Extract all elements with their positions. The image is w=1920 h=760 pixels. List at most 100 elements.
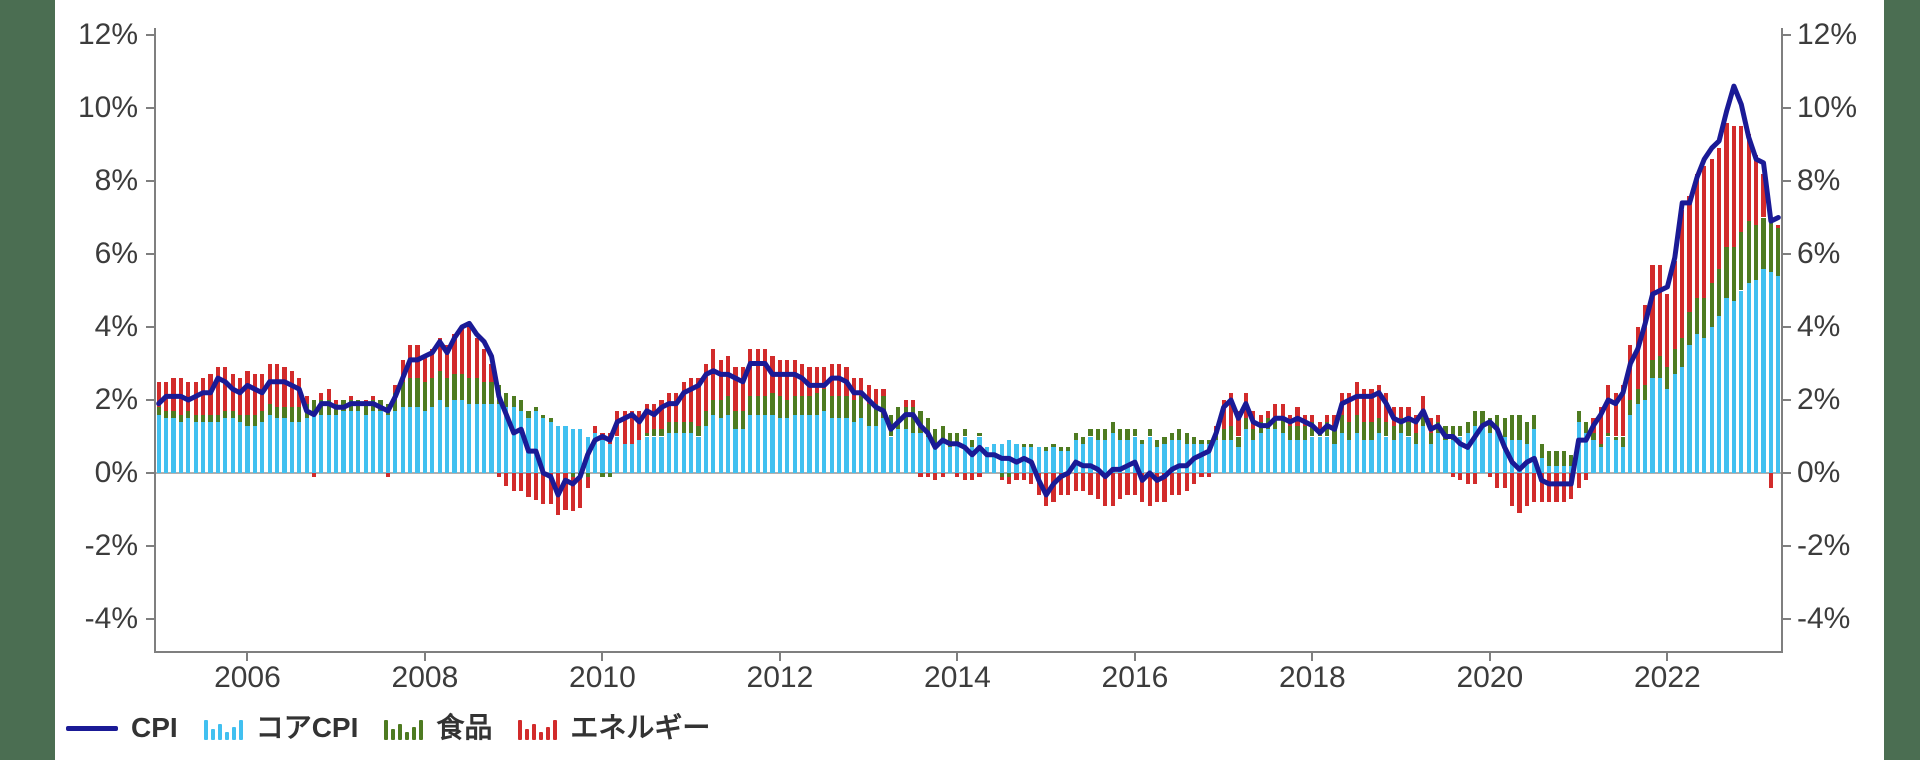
bar-core-cpi [504,407,509,473]
bar-core-cpi [1103,440,1108,473]
bar-energy [1606,385,1611,433]
bar-energy [1724,122,1729,247]
bar-core-cpi [1672,374,1677,473]
bar-core-cpi [1665,389,1670,473]
bar-core-cpi [1591,440,1596,473]
y-axis-label-left: 2% [94,383,138,416]
bar-food [1029,443,1034,448]
bar-food [711,400,716,415]
bar-food [1450,425,1455,441]
bar-energy [1598,407,1603,444]
bar-core-cpi [962,436,967,473]
bar-food [252,414,257,426]
bar-energy [733,367,738,411]
bar-food [1561,451,1566,466]
bar-energy [1502,473,1507,488]
bar-food [1709,283,1714,327]
bar-food [311,400,317,415]
bar-core-cpi [984,447,990,473]
bar-energy [1635,327,1640,390]
bar-core-cpi [319,414,324,473]
bar-core-cpi [415,407,420,473]
bar-energy [385,473,391,477]
bar-core-cpi [1391,440,1396,473]
bar-energy [1680,210,1685,338]
bar-energy [504,473,509,486]
bar-food [1154,440,1160,448]
bar-food [903,407,908,430]
bar-energy [1280,403,1285,419]
bar-core-cpi [496,403,501,473]
bar-food [1569,454,1574,466]
bar-food [844,396,849,419]
bar-energy [1436,414,1441,422]
bar-food [1162,436,1167,444]
x-tick [956,652,959,661]
bar-energy [1110,473,1115,506]
y-tick-right [1782,472,1791,474]
bar-core-cpi [489,403,494,473]
bar-core-cpi [1546,465,1552,473]
bar-food [1591,432,1596,441]
bar-core-cpi [186,418,191,473]
x-axis-label: 2008 [391,661,459,694]
bar-food [1095,429,1100,441]
bar-food [408,378,413,408]
bar-core-cpi [748,414,753,473]
y-tick-left [146,472,155,474]
bar-core-cpi [1709,327,1714,473]
bar-energy [1265,410,1271,419]
bar-energy [681,381,686,422]
bar-core-cpi [1147,436,1152,473]
bar-food [1724,246,1729,298]
y-axis-left [154,28,156,652]
bar-energy [496,473,501,477]
bar-food [200,414,206,422]
bar-core-cpi [1776,275,1781,473]
bar-energy [489,363,494,382]
bar-energy [393,385,398,393]
y-tick-left [146,618,155,620]
x-axis-label: 2016 [1101,661,1169,694]
bar-energy [437,337,442,371]
bar-food [1465,421,1470,433]
bar-food [681,421,686,433]
bar-core-cpi [1095,440,1100,473]
bar-energy [570,476,575,512]
bar-energy [962,473,967,481]
bar-core-cpi [274,418,280,473]
bar-energy [215,367,220,415]
bar-energy [1206,473,1211,477]
energy-bars-icon [518,716,558,740]
bar-food [777,396,782,419]
bar-core-cpi [267,414,272,473]
bar-core-cpi [408,407,413,473]
bar-food [363,403,368,415]
bar-core-cpi [1236,447,1241,473]
bar-core-cpi [208,421,213,473]
bar-core-cpi [763,414,768,473]
bar-food [1399,418,1404,433]
bar-energy [1184,473,1189,492]
y-axis-label-right: 10% [1797,91,1858,124]
bar-core-cpi [1724,297,1729,473]
bar-food [1776,228,1781,276]
y-tick-left [146,326,155,328]
bar-energy [400,359,405,382]
x-tick [1311,652,1314,661]
bar-core-cpi [1339,432,1345,473]
bar-energy [518,473,524,492]
bar-energy [1177,473,1182,495]
x-tick [601,652,604,661]
bar-food [1236,436,1241,448]
bar-core-cpi [866,425,871,473]
bar-food [718,400,723,419]
bar-energy [940,473,945,477]
bar-food [1118,429,1123,441]
bar-core-cpi [800,414,805,473]
bar-core-cpi [1295,440,1300,473]
bar-energy [1472,473,1478,484]
bar-food [1554,451,1559,466]
bar-food [400,381,405,408]
bar-energy [1073,473,1078,492]
